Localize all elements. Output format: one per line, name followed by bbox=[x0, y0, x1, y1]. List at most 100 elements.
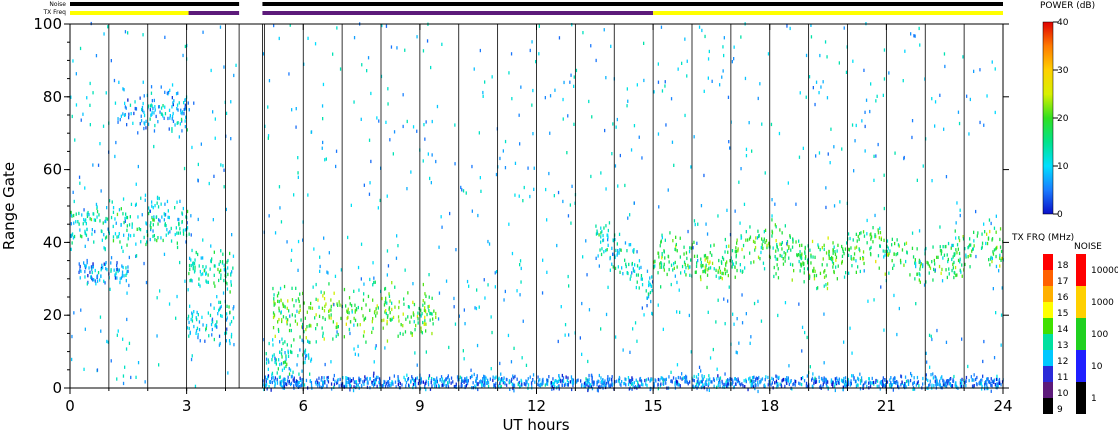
echo-cell bbox=[372, 298, 374, 302]
echo-cell bbox=[716, 367, 718, 371]
echo-cell bbox=[188, 263, 191, 268]
echo-cell bbox=[801, 349, 803, 353]
echo-cell bbox=[841, 244, 843, 249]
echo-cell bbox=[403, 375, 405, 380]
echo-cell bbox=[277, 367, 279, 371]
echo-cell bbox=[925, 351, 927, 355]
echo-cell bbox=[580, 379, 582, 383]
echo-cell bbox=[629, 379, 631, 383]
echo-cell bbox=[226, 287, 229, 291]
echo-cell bbox=[728, 140, 730, 144]
echo-cell bbox=[911, 135, 913, 140]
echo-cell bbox=[345, 322, 347, 326]
echo-cell bbox=[359, 380, 361, 384]
echo-cell bbox=[375, 375, 378, 379]
echo-cell bbox=[817, 286, 819, 290]
echo-cell bbox=[663, 262, 665, 266]
echo-cell bbox=[393, 374, 395, 378]
echo-cell bbox=[571, 184, 573, 188]
echo-cell bbox=[385, 120, 387, 124]
echo-cell bbox=[643, 78, 645, 83]
echo-cell bbox=[693, 240, 695, 244]
echo-cell bbox=[568, 333, 570, 337]
echo-cell bbox=[475, 306, 478, 311]
echo-cell bbox=[282, 315, 285, 319]
echo-cell bbox=[159, 219, 161, 223]
echo-cell bbox=[126, 123, 128, 127]
echo-cell bbox=[877, 142, 879, 147]
echo-cell bbox=[863, 269, 865, 273]
power-colorbar bbox=[1042, 21, 1054, 215]
echo-cell bbox=[182, 53, 184, 58]
echo-cell bbox=[801, 325, 804, 329]
echo-cell bbox=[407, 305, 410, 309]
echo-cell bbox=[653, 381, 655, 386]
echo-cell bbox=[844, 247, 847, 251]
echo-cell bbox=[564, 323, 567, 327]
echo-cell bbox=[805, 53, 808, 58]
echo-cell bbox=[482, 94, 484, 98]
echo-cell bbox=[379, 385, 381, 389]
echo-cell bbox=[295, 286, 297, 290]
echo-cell bbox=[227, 266, 229, 270]
echo-cell bbox=[735, 249, 738, 254]
echo-cell bbox=[700, 257, 702, 261]
echo-cell bbox=[767, 383, 769, 387]
echo-cell bbox=[918, 229, 921, 233]
echo-cell bbox=[262, 379, 264, 383]
echo-cell bbox=[200, 142, 202, 146]
echo-cell bbox=[103, 262, 105, 266]
echo-cell bbox=[750, 379, 753, 383]
echo-cell bbox=[567, 380, 570, 385]
echo-cell bbox=[301, 325, 303, 329]
echo-cell bbox=[150, 91, 153, 95]
echo-cell bbox=[823, 270, 825, 274]
echo-cell bbox=[90, 265, 93, 269]
echo-cell bbox=[171, 96, 173, 100]
echo-cell bbox=[820, 384, 822, 388]
echo-cell bbox=[290, 382, 292, 387]
echo-cell bbox=[799, 269, 801, 273]
echo-cell bbox=[825, 381, 827, 385]
echo-cell bbox=[853, 256, 855, 261]
echo-cell bbox=[304, 351, 306, 355]
echo-cell bbox=[222, 291, 225, 295]
echo-cell bbox=[915, 264, 917, 269]
echo-cell bbox=[428, 376, 430, 380]
echo-cell bbox=[428, 309, 430, 313]
x-tick-label: 18 bbox=[760, 397, 779, 415]
echo-cell bbox=[156, 196, 159, 201]
echo-cell bbox=[179, 227, 181, 231]
echo-cell bbox=[737, 247, 739, 251]
echo-cell bbox=[757, 380, 759, 385]
echo-cell bbox=[288, 72, 290, 76]
echo-cell bbox=[701, 28, 703, 33]
echo-cell bbox=[855, 245, 858, 249]
echo-cell bbox=[153, 111, 155, 115]
echo-cell bbox=[890, 376, 892, 380]
echo-cell bbox=[134, 203, 137, 207]
echo-cell bbox=[190, 317, 192, 322]
echo-cell bbox=[498, 376, 500, 380]
echo-cell bbox=[720, 275, 722, 280]
echo-cell bbox=[757, 377, 759, 381]
echo-cell bbox=[718, 381, 720, 385]
echo-cell bbox=[196, 317, 198, 322]
echo-cell bbox=[184, 119, 186, 123]
echo-cell bbox=[116, 212, 119, 217]
echo-cell bbox=[934, 379, 936, 383]
echo-cell bbox=[273, 300, 275, 304]
echo-cell bbox=[430, 311, 432, 316]
echo-cell bbox=[814, 376, 816, 380]
echo-cell bbox=[627, 376, 630, 380]
echo-cell bbox=[979, 120, 981, 125]
echo-cell bbox=[323, 309, 326, 313]
echo-cell bbox=[428, 304, 430, 308]
echo-cell bbox=[272, 375, 274, 380]
echo-cell bbox=[1000, 383, 1002, 387]
echo-cell bbox=[798, 155, 801, 159]
txfreq-tick-label: 14 bbox=[1057, 325, 1069, 335]
echo-cell bbox=[721, 255, 724, 260]
echo-cell bbox=[900, 261, 902, 265]
echo-cell bbox=[939, 382, 941, 387]
